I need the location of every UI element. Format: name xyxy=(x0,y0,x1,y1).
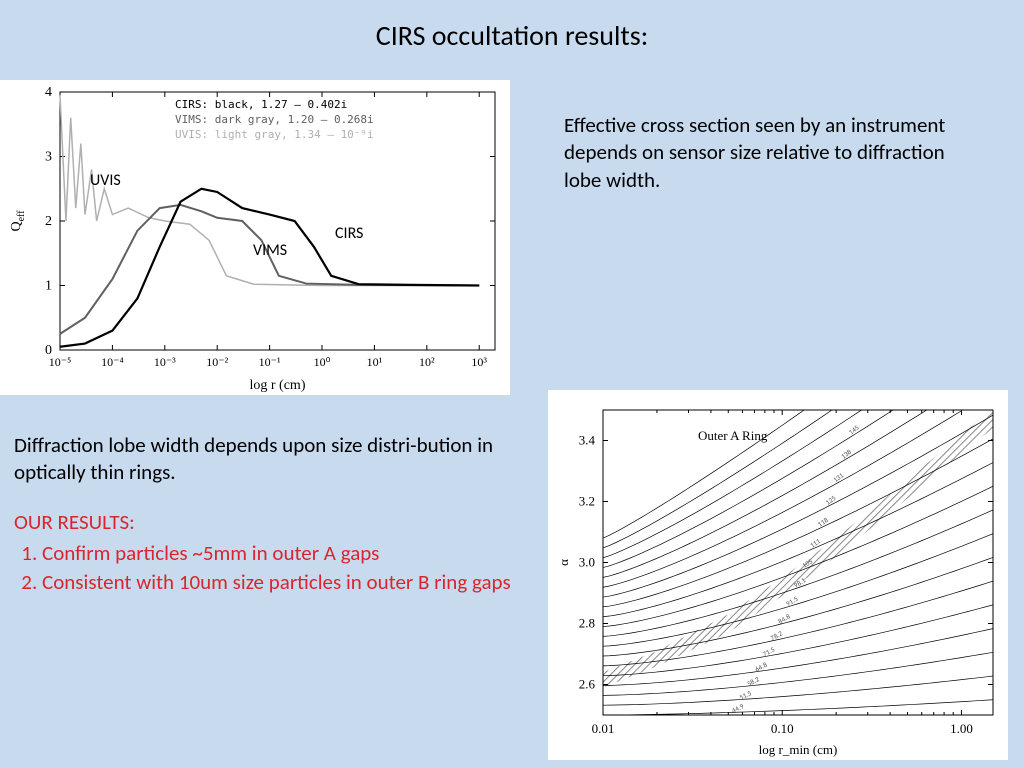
svg-text:111: 111 xyxy=(808,536,822,550)
description-text: Effective cross section seen by an instr… xyxy=(564,112,984,194)
result-item: Consistent with 10um size particles in o… xyxy=(42,569,514,596)
svg-text:125: 125 xyxy=(824,493,838,507)
svg-text:58.2: 58.2 xyxy=(746,674,762,688)
svg-text:10⁻¹: 10⁻¹ xyxy=(259,355,281,369)
intro-text: Diffraction lobe width depends upon size… xyxy=(14,432,514,487)
svg-text:2: 2 xyxy=(45,214,52,229)
result-item: Confirm particles ~5mm in outer A gaps xyxy=(42,540,514,567)
svg-text:UVIS: UVIS xyxy=(90,171,121,190)
svg-text:CIRS: black, 1.27 – 0.402: CIRS: black, 1.27 – 0.402i xyxy=(175,98,347,111)
svg-text:10⁻³: 10⁻³ xyxy=(154,355,176,369)
svg-text:71.5: 71.5 xyxy=(761,644,777,658)
svg-text:UVIS: light gray, 1.34 – 10⁻⁹i: UVIS: light gray, 1.34 – 10⁻⁹i xyxy=(175,128,374,141)
svg-text:log r (cm): log r (cm) xyxy=(250,378,306,393)
svg-text:Qeff: Qeff xyxy=(9,210,27,232)
page-title: CIRS occultation results: xyxy=(0,18,1024,53)
svg-text:10³: 10³ xyxy=(471,355,487,369)
svg-text:3.4: 3.4 xyxy=(579,433,596,448)
results-list: Confirm particles ~5mm in outer A gaps C… xyxy=(14,540,514,597)
results-header: OUR RESULTS: xyxy=(14,509,514,536)
svg-text:α: α xyxy=(556,559,571,566)
svg-text:2.8: 2.8 xyxy=(579,616,595,631)
svg-text:1.00: 1.00 xyxy=(950,721,973,736)
svg-text:10⁻²: 10⁻² xyxy=(206,355,228,369)
chart-qeff: 0123410⁻⁵10⁻⁴10⁻³10⁻²10⁻¹10⁰10¹10²10³log… xyxy=(0,80,510,395)
svg-text:log r_min (cm): log r_min (cm) xyxy=(759,742,838,757)
svg-text:3: 3 xyxy=(45,150,52,165)
svg-text:78.2: 78.2 xyxy=(769,628,785,642)
svg-text:3.2: 3.2 xyxy=(579,494,595,509)
svg-text:10⁻⁵: 10⁻⁵ xyxy=(49,355,72,369)
chart-contour: 44.951.558.264.871.578.284.891.598.11051… xyxy=(548,390,1008,760)
svg-text:0.10: 0.10 xyxy=(771,721,794,736)
svg-text:44.9: 44.9 xyxy=(730,701,745,715)
svg-text:145: 145 xyxy=(847,423,861,437)
svg-text:64.8: 64.8 xyxy=(753,660,769,674)
svg-text:131: 131 xyxy=(831,470,845,484)
svg-text:10⁻⁴: 10⁻⁴ xyxy=(101,355,124,369)
svg-text:VIMS: VIMS xyxy=(253,241,287,260)
svg-text:10²: 10² xyxy=(419,355,435,369)
svg-text:91.5: 91.5 xyxy=(784,594,800,608)
svg-text:51.5: 51.5 xyxy=(738,688,753,702)
svg-text:VIMS: dark gray, 1.20 – 0.268: VIMS: dark gray, 1.20 – 0.268i xyxy=(175,113,374,126)
svg-text:1: 1 xyxy=(45,279,52,294)
bottom-text-block: Diffraction lobe width depends upon size… xyxy=(14,432,514,598)
svg-text:4: 4 xyxy=(45,85,52,100)
svg-text:Outer A Ring: Outer A Ring xyxy=(698,428,768,443)
svg-text:10⁰: 10⁰ xyxy=(314,355,331,369)
svg-text:10¹: 10¹ xyxy=(367,355,383,369)
svg-text:2.6: 2.6 xyxy=(579,677,596,692)
svg-text:CIRS: CIRS xyxy=(335,224,363,243)
svg-text:84.8: 84.8 xyxy=(776,611,792,625)
svg-text:118: 118 xyxy=(816,515,830,529)
svg-text:3.0: 3.0 xyxy=(579,555,595,570)
svg-text:0.01: 0.01 xyxy=(592,721,615,736)
svg-text:138: 138 xyxy=(839,447,853,461)
